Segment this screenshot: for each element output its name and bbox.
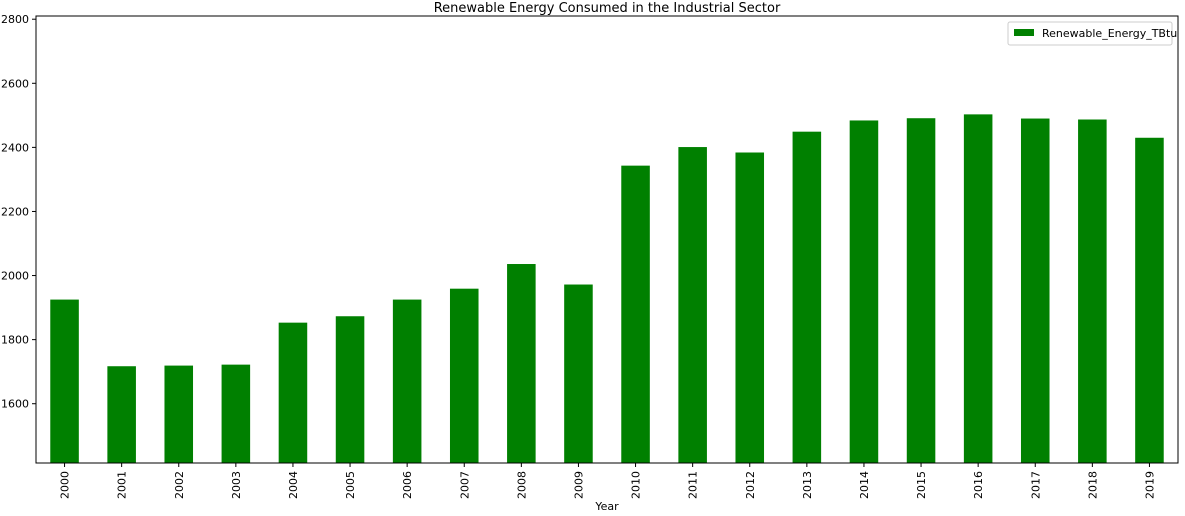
bar-2005 bbox=[335, 316, 365, 463]
bar-2018 bbox=[1078, 119, 1107, 463]
y-tick-label: 1600 bbox=[1, 398, 29, 411]
bar-2009 bbox=[564, 284, 593, 463]
x-tick-label: 2015 bbox=[915, 471, 928, 499]
x-tick-label: 2018 bbox=[1086, 471, 1099, 499]
bar-2010 bbox=[621, 165, 650, 463]
x-tick-label: 2000 bbox=[59, 471, 72, 499]
bar-2011 bbox=[678, 147, 707, 463]
bar-2014 bbox=[849, 120, 879, 464]
bar-2004 bbox=[278, 322, 308, 463]
x-tick-label: 2003 bbox=[230, 471, 243, 499]
y-tick-label: 2600 bbox=[1, 77, 29, 90]
bar-2012 bbox=[735, 152, 765, 463]
x-tick-label: 2012 bbox=[744, 471, 757, 499]
x-tick-label: 2011 bbox=[687, 471, 700, 499]
y-tick-label: 2800 bbox=[1, 13, 29, 26]
x-tick-label: 2005 bbox=[344, 471, 357, 499]
bar-2006 bbox=[392, 299, 422, 463]
x-tick-label: 2013 bbox=[801, 471, 814, 499]
y-tick-label: 2000 bbox=[1, 270, 29, 283]
x-tick-label: 2004 bbox=[287, 471, 300, 499]
chart-title: Renewable Energy Consumed in the Industr… bbox=[434, 1, 781, 16]
x-tick-label: 2007 bbox=[458, 471, 471, 499]
bar-2001 bbox=[107, 366, 136, 463]
y-tick-label: 1800 bbox=[1, 334, 29, 347]
legend-label: Renewable_Energy_TBtu bbox=[1042, 27, 1177, 40]
x-tick-label: 2002 bbox=[173, 471, 186, 499]
bars-group bbox=[50, 114, 1164, 464]
bar-2016 bbox=[963, 114, 993, 463]
x-tick-label: 2009 bbox=[572, 471, 585, 499]
x-tick-label: 2019 bbox=[1143, 471, 1156, 499]
bar-2017 bbox=[1020, 118, 1050, 464]
bar-2015 bbox=[906, 118, 936, 464]
x-tick-label: 2016 bbox=[972, 471, 985, 499]
x-tick-label: 2010 bbox=[630, 471, 643, 499]
x-axis-label: Year bbox=[594, 500, 619, 513]
bar-2013 bbox=[792, 131, 822, 463]
x-tick-label: 2008 bbox=[515, 471, 528, 499]
legend-swatch bbox=[1014, 29, 1034, 36]
bar-2007 bbox=[449, 288, 479, 463]
x-axis: 2000 2001 2002 2003 2004 2005 2006 2007 2008 2009… bbox=[59, 463, 1156, 499]
x-tick-label: 2017 bbox=[1029, 471, 1042, 499]
bar-2019 bbox=[1135, 137, 1164, 464]
legend: Renewable_Energy_TBtu bbox=[1007, 21, 1177, 46]
y-tick-label: 2200 bbox=[1, 205, 29, 218]
bar-2002 bbox=[164, 365, 194, 463]
y-tick-label: 2400 bbox=[1, 141, 29, 154]
y-axis: 1600 1800 2000 2200 2400 2600 2800 bbox=[1, 13, 36, 411]
bar-2000 bbox=[50, 299, 79, 463]
x-tick-label: 2006 bbox=[401, 471, 414, 499]
legend-box bbox=[1007, 21, 1173, 46]
bar-2008 bbox=[507, 264, 536, 463]
bar-2003 bbox=[221, 364, 251, 463]
x-tick-label: 2001 bbox=[116, 471, 129, 499]
plot-frame bbox=[35, 15, 1179, 464]
x-tick-label: 2014 bbox=[858, 471, 871, 499]
